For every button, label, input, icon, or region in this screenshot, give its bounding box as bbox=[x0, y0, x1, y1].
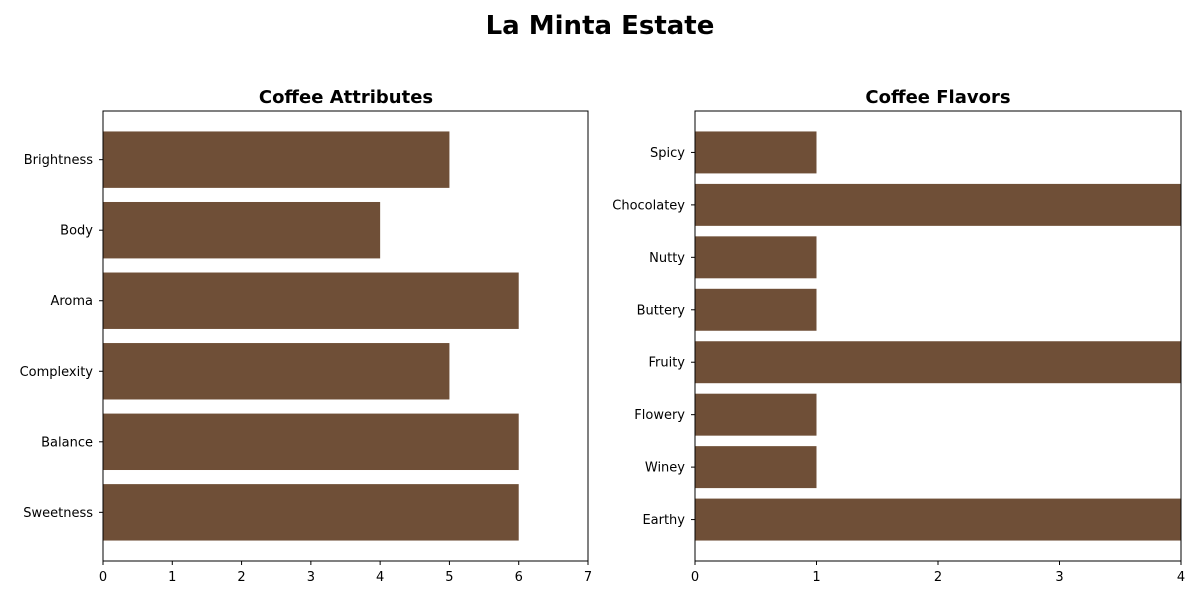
y-tick-label: Earthy bbox=[642, 513, 685, 528]
x-tick-label: 0 bbox=[99, 570, 107, 585]
x-tick-label: 7 bbox=[584, 570, 592, 585]
bar bbox=[695, 236, 817, 279]
bar bbox=[103, 413, 519, 471]
y-tick-label: Winey bbox=[645, 461, 685, 476]
x-tick-label: 6 bbox=[515, 570, 523, 585]
bar bbox=[103, 272, 519, 329]
chart-title: Coffee Attributes bbox=[259, 87, 433, 108]
y-tick-label: Sweetness bbox=[23, 506, 93, 521]
y-tick-label: Body bbox=[60, 224, 93, 239]
x-tick-label: 2 bbox=[237, 570, 245, 585]
chart-coffee-attributes: Coffee Attributes Brightness Body Aroma Com… bbox=[20, 87, 593, 585]
x-tick-label: 3 bbox=[1055, 570, 1063, 585]
x-tick-label: 2 bbox=[934, 570, 942, 585]
plot-frame bbox=[102, 110, 589, 562]
y-tick-label: Flowery bbox=[634, 408, 685, 423]
plot-frame bbox=[694, 110, 1182, 562]
chart-title: Coffee Flavors bbox=[865, 87, 1010, 108]
x-tick-label: 1 bbox=[812, 570, 820, 585]
bar bbox=[103, 484, 519, 541]
y-tick-label: Brightness bbox=[24, 153, 93, 168]
bar bbox=[103, 201, 381, 259]
y-tick-label: Aroma bbox=[50, 294, 93, 309]
y-tick-label: Complexity bbox=[20, 365, 94, 380]
y-tick-label: Fruity bbox=[648, 356, 685, 371]
bar bbox=[103, 343, 450, 400]
y-tick-label: Nutty bbox=[649, 251, 685, 266]
y-tick-label: Spicy bbox=[650, 146, 685, 161]
figure-title: La Minta Estate bbox=[486, 11, 715, 41]
chart-coffee-flavors: Coffee Flavors Spicy Chocolatey Nutty Butte… bbox=[612, 87, 1185, 585]
x-tick-label: 5 bbox=[445, 570, 453, 585]
y-tick-label: Balance bbox=[41, 435, 93, 450]
bar bbox=[695, 498, 1181, 541]
x-tick-label: 1 bbox=[168, 570, 176, 585]
x-tick-label: 4 bbox=[1177, 570, 1185, 585]
bar bbox=[695, 446, 817, 489]
y-tick-label: Buttery bbox=[637, 303, 686, 318]
x-tick-label: 0 bbox=[691, 570, 699, 585]
bar bbox=[695, 393, 817, 436]
bar bbox=[695, 131, 817, 174]
x-tick-label: 3 bbox=[307, 570, 315, 585]
x-tick-label: 4 bbox=[376, 570, 384, 585]
bar bbox=[695, 183, 1181, 226]
bar bbox=[695, 341, 1181, 384]
bar bbox=[103, 131, 450, 188]
bar bbox=[695, 288, 817, 331]
y-tick-label: Chocolatey bbox=[612, 198, 685, 213]
